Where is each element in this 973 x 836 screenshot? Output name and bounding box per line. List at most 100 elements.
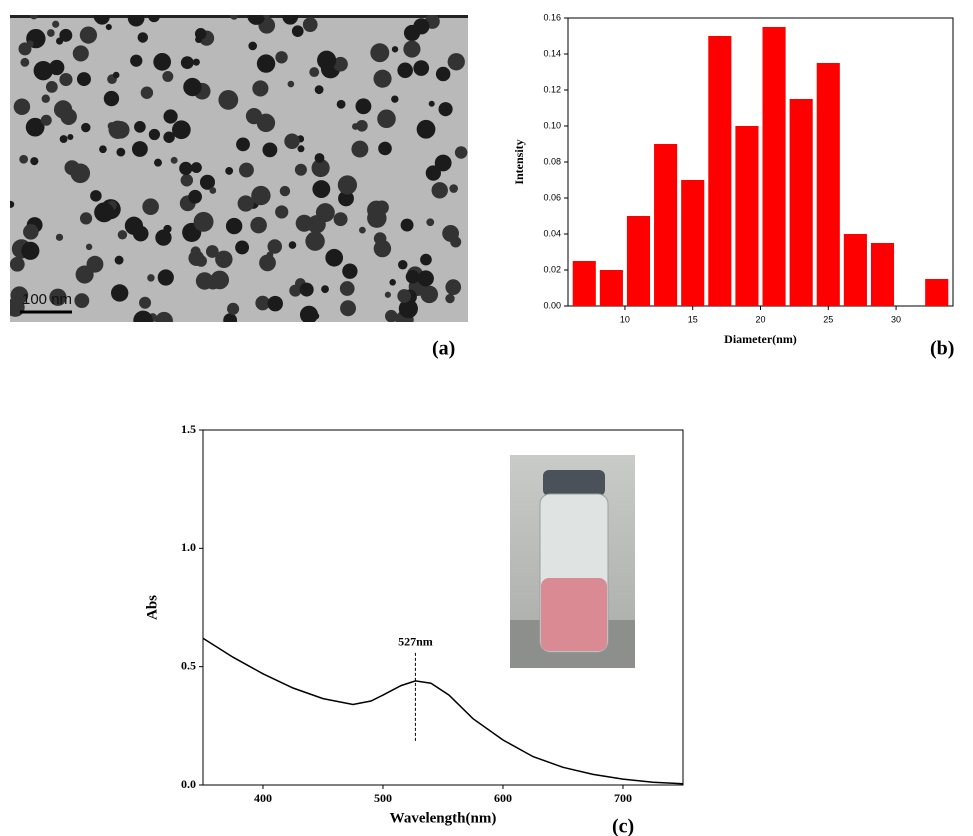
particle <box>52 20 60 28</box>
bar <box>626 216 651 306</box>
particle <box>85 243 93 251</box>
particle <box>25 117 45 137</box>
particle <box>287 80 295 88</box>
particle <box>139 296 152 309</box>
y-tick-label: 1.0 <box>181 540 196 554</box>
particle <box>21 241 40 260</box>
particle <box>45 81 58 93</box>
particle <box>279 185 291 197</box>
annotation: 527nm <box>398 635 433 649</box>
particle <box>79 26 98 44</box>
particle <box>23 224 39 240</box>
x-axis-label: Diameter(nm) <box>724 332 797 346</box>
particle <box>434 154 452 172</box>
particle <box>356 119 368 132</box>
particle <box>117 230 128 240</box>
particle <box>30 157 39 166</box>
particle <box>60 108 77 125</box>
particle <box>355 98 372 115</box>
particle <box>445 279 462 295</box>
panel-label: (b) <box>930 338 954 360</box>
bar <box>708 36 732 306</box>
particle <box>225 167 234 175</box>
particle <box>339 281 355 296</box>
particle <box>148 15 160 23</box>
x-tick-label: 25 <box>823 314 833 324</box>
particle <box>163 131 175 143</box>
particle <box>284 133 300 149</box>
particle <box>299 282 314 297</box>
bar <box>843 234 867 306</box>
particle <box>263 15 270 19</box>
particle <box>314 153 325 163</box>
y-tick-label: 0.06 <box>543 192 561 202</box>
particle <box>417 270 434 287</box>
particle <box>86 255 104 273</box>
particle <box>333 56 348 72</box>
particle <box>291 25 304 38</box>
particle <box>192 58 200 66</box>
particle <box>190 246 201 257</box>
particle <box>256 113 276 133</box>
particle <box>389 279 396 286</box>
x-tick-label: 500 <box>374 791 392 805</box>
bar <box>654 144 678 306</box>
particle <box>33 60 53 81</box>
particle <box>10 200 15 208</box>
particle <box>55 233 64 241</box>
particle <box>110 284 129 302</box>
particle <box>49 59 65 76</box>
particle <box>312 312 320 320</box>
particle <box>94 15 110 25</box>
particle <box>384 291 391 298</box>
particle <box>79 212 93 225</box>
particle <box>338 190 354 207</box>
particle <box>41 94 50 103</box>
particle <box>314 85 324 95</box>
particle <box>256 54 276 73</box>
particle <box>116 147 126 157</box>
particle <box>267 239 283 254</box>
particle <box>309 67 320 78</box>
particle <box>218 90 239 110</box>
particle <box>413 60 430 76</box>
particle <box>20 57 30 67</box>
bar <box>762 27 786 306</box>
particle <box>153 158 162 167</box>
particle <box>76 72 91 87</box>
particle <box>294 163 307 176</box>
particle <box>59 135 68 143</box>
particle <box>333 212 348 227</box>
particle <box>237 195 254 212</box>
particle <box>81 122 91 133</box>
particle <box>400 218 414 232</box>
x-tick-label: 15 <box>688 314 698 324</box>
particle <box>247 15 266 25</box>
particle <box>142 198 159 216</box>
particle <box>157 269 174 286</box>
bar <box>870 243 895 306</box>
particle <box>373 69 392 88</box>
particle <box>103 90 120 107</box>
particle <box>180 56 194 70</box>
vial-liquid <box>541 578 607 651</box>
particle <box>340 300 357 317</box>
y-tick-label: 0.00 <box>543 300 561 310</box>
particle <box>133 310 153 322</box>
particle <box>26 40 34 48</box>
particle <box>131 141 148 157</box>
particle <box>259 254 276 272</box>
y-axis-label: Intensity <box>512 139 526 184</box>
particle <box>188 189 202 204</box>
particle <box>454 146 468 159</box>
bar <box>925 279 949 306</box>
particle <box>179 161 193 176</box>
y-tick-label: 0.10 <box>543 120 561 130</box>
particle <box>255 295 270 311</box>
particle <box>190 162 202 174</box>
particle <box>373 239 392 258</box>
particle <box>295 214 313 232</box>
spectrum-line <box>202 637 684 785</box>
particle <box>359 226 366 234</box>
x-tick-label: 400 <box>254 791 272 805</box>
